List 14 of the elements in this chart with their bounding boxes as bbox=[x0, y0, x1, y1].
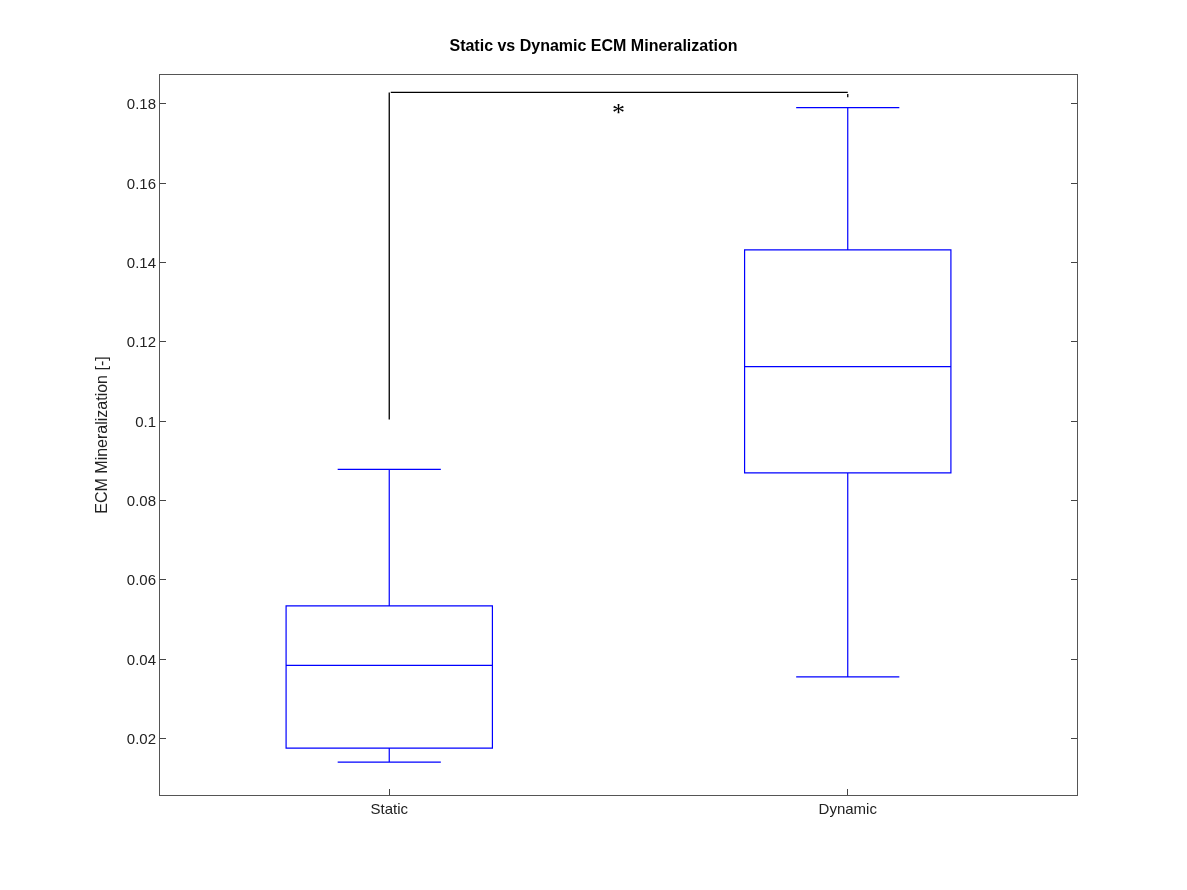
y-tick-label: 0.08 bbox=[126, 491, 156, 509]
y-tick-label: 0.06 bbox=[126, 571, 156, 589]
y-tick-label: 0.12 bbox=[126, 333, 156, 351]
y-axis-title: ECM Mineralization [-] bbox=[92, 356, 110, 514]
chart-title: Static vs Dynamic ECM Mineralization bbox=[449, 37, 738, 55]
y-tick-label: 0.14 bbox=[126, 253, 156, 271]
y-tick-label: 0.04 bbox=[126, 650, 156, 668]
x-tick-label: Static bbox=[370, 800, 409, 817]
x-tick-label: Dynamic bbox=[818, 800, 878, 817]
y-tick-label: 0.16 bbox=[126, 174, 156, 192]
y-tick-label: 0.18 bbox=[126, 95, 156, 113]
annotation: * bbox=[612, 98, 625, 127]
y-tick-label: 0.02 bbox=[126, 729, 156, 747]
y-tick-label: 0.1 bbox=[135, 412, 156, 430]
